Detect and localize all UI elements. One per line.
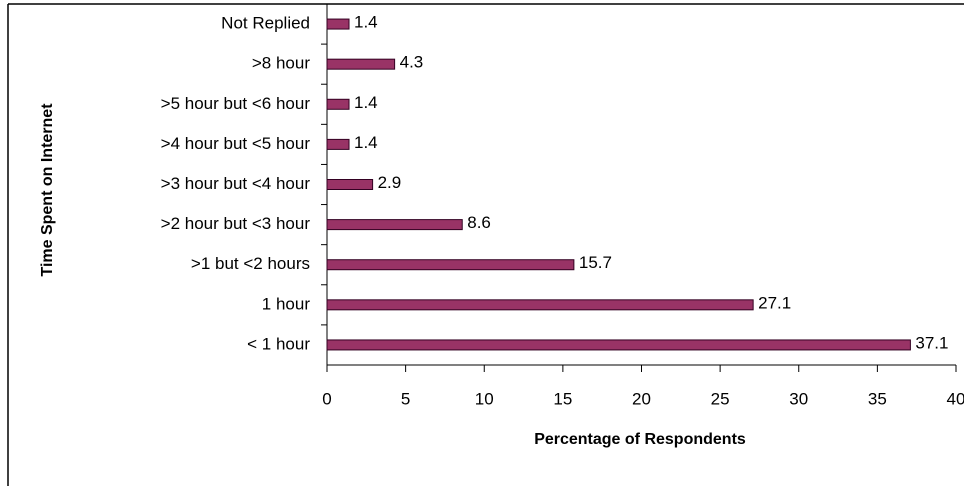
x-tick-label: 0 bbox=[322, 389, 331, 408]
bar bbox=[326, 339, 911, 351]
x-tick-label: 25 bbox=[711, 389, 730, 408]
data-label: 8.6 bbox=[467, 213, 491, 232]
x-tick-label: 5 bbox=[401, 389, 410, 408]
bar bbox=[326, 138, 350, 150]
data-label: 1.4 bbox=[354, 13, 378, 32]
y-axis-label: Time Spent on Internet bbox=[39, 103, 56, 277]
y-tick-label: >4 hour but <5 hour bbox=[161, 134, 311, 153]
data-label: 4.3 bbox=[400, 53, 424, 72]
data-label: 37.1 bbox=[915, 333, 948, 352]
bar bbox=[326, 18, 350, 30]
data-label: 2.9 bbox=[378, 173, 402, 192]
y-tick-label: 1 hour bbox=[262, 294, 311, 313]
bar bbox=[326, 259, 575, 271]
y-tick-label: >8 hour bbox=[252, 54, 310, 73]
y-tick-label: >2 hour but <3 hour bbox=[161, 214, 311, 233]
x-tick-label: 35 bbox=[868, 389, 887, 408]
data-label: 27.1 bbox=[758, 293, 791, 312]
x-axis-label: Percentage of Respondents bbox=[534, 431, 746, 448]
x-tick-label: 20 bbox=[632, 389, 651, 408]
x-tick-label: 10 bbox=[475, 389, 494, 408]
x-tick-label: 15 bbox=[553, 389, 572, 408]
y-tick-label: >1 but <2 hours bbox=[191, 254, 310, 273]
bar bbox=[326, 98, 350, 110]
y-tick-label: Not Replied bbox=[221, 14, 310, 33]
x-tick-label: 30 bbox=[789, 389, 808, 408]
bar bbox=[326, 179, 374, 190]
data-label: 1.4 bbox=[354, 133, 378, 152]
y-tick-label: >5 hour but <6 hour bbox=[161, 94, 311, 113]
bar bbox=[326, 219, 463, 231]
x-tick-label: 40 bbox=[947, 389, 964, 408]
data-label: 15.7 bbox=[579, 253, 612, 272]
bar bbox=[326, 299, 754, 311]
y-tick-label: >3 hour but <4 hour bbox=[161, 174, 311, 193]
y-tick-label: < 1 hour bbox=[247, 334, 310, 353]
data-label: 1.4 bbox=[354, 93, 378, 112]
bar bbox=[326, 58, 396, 70]
